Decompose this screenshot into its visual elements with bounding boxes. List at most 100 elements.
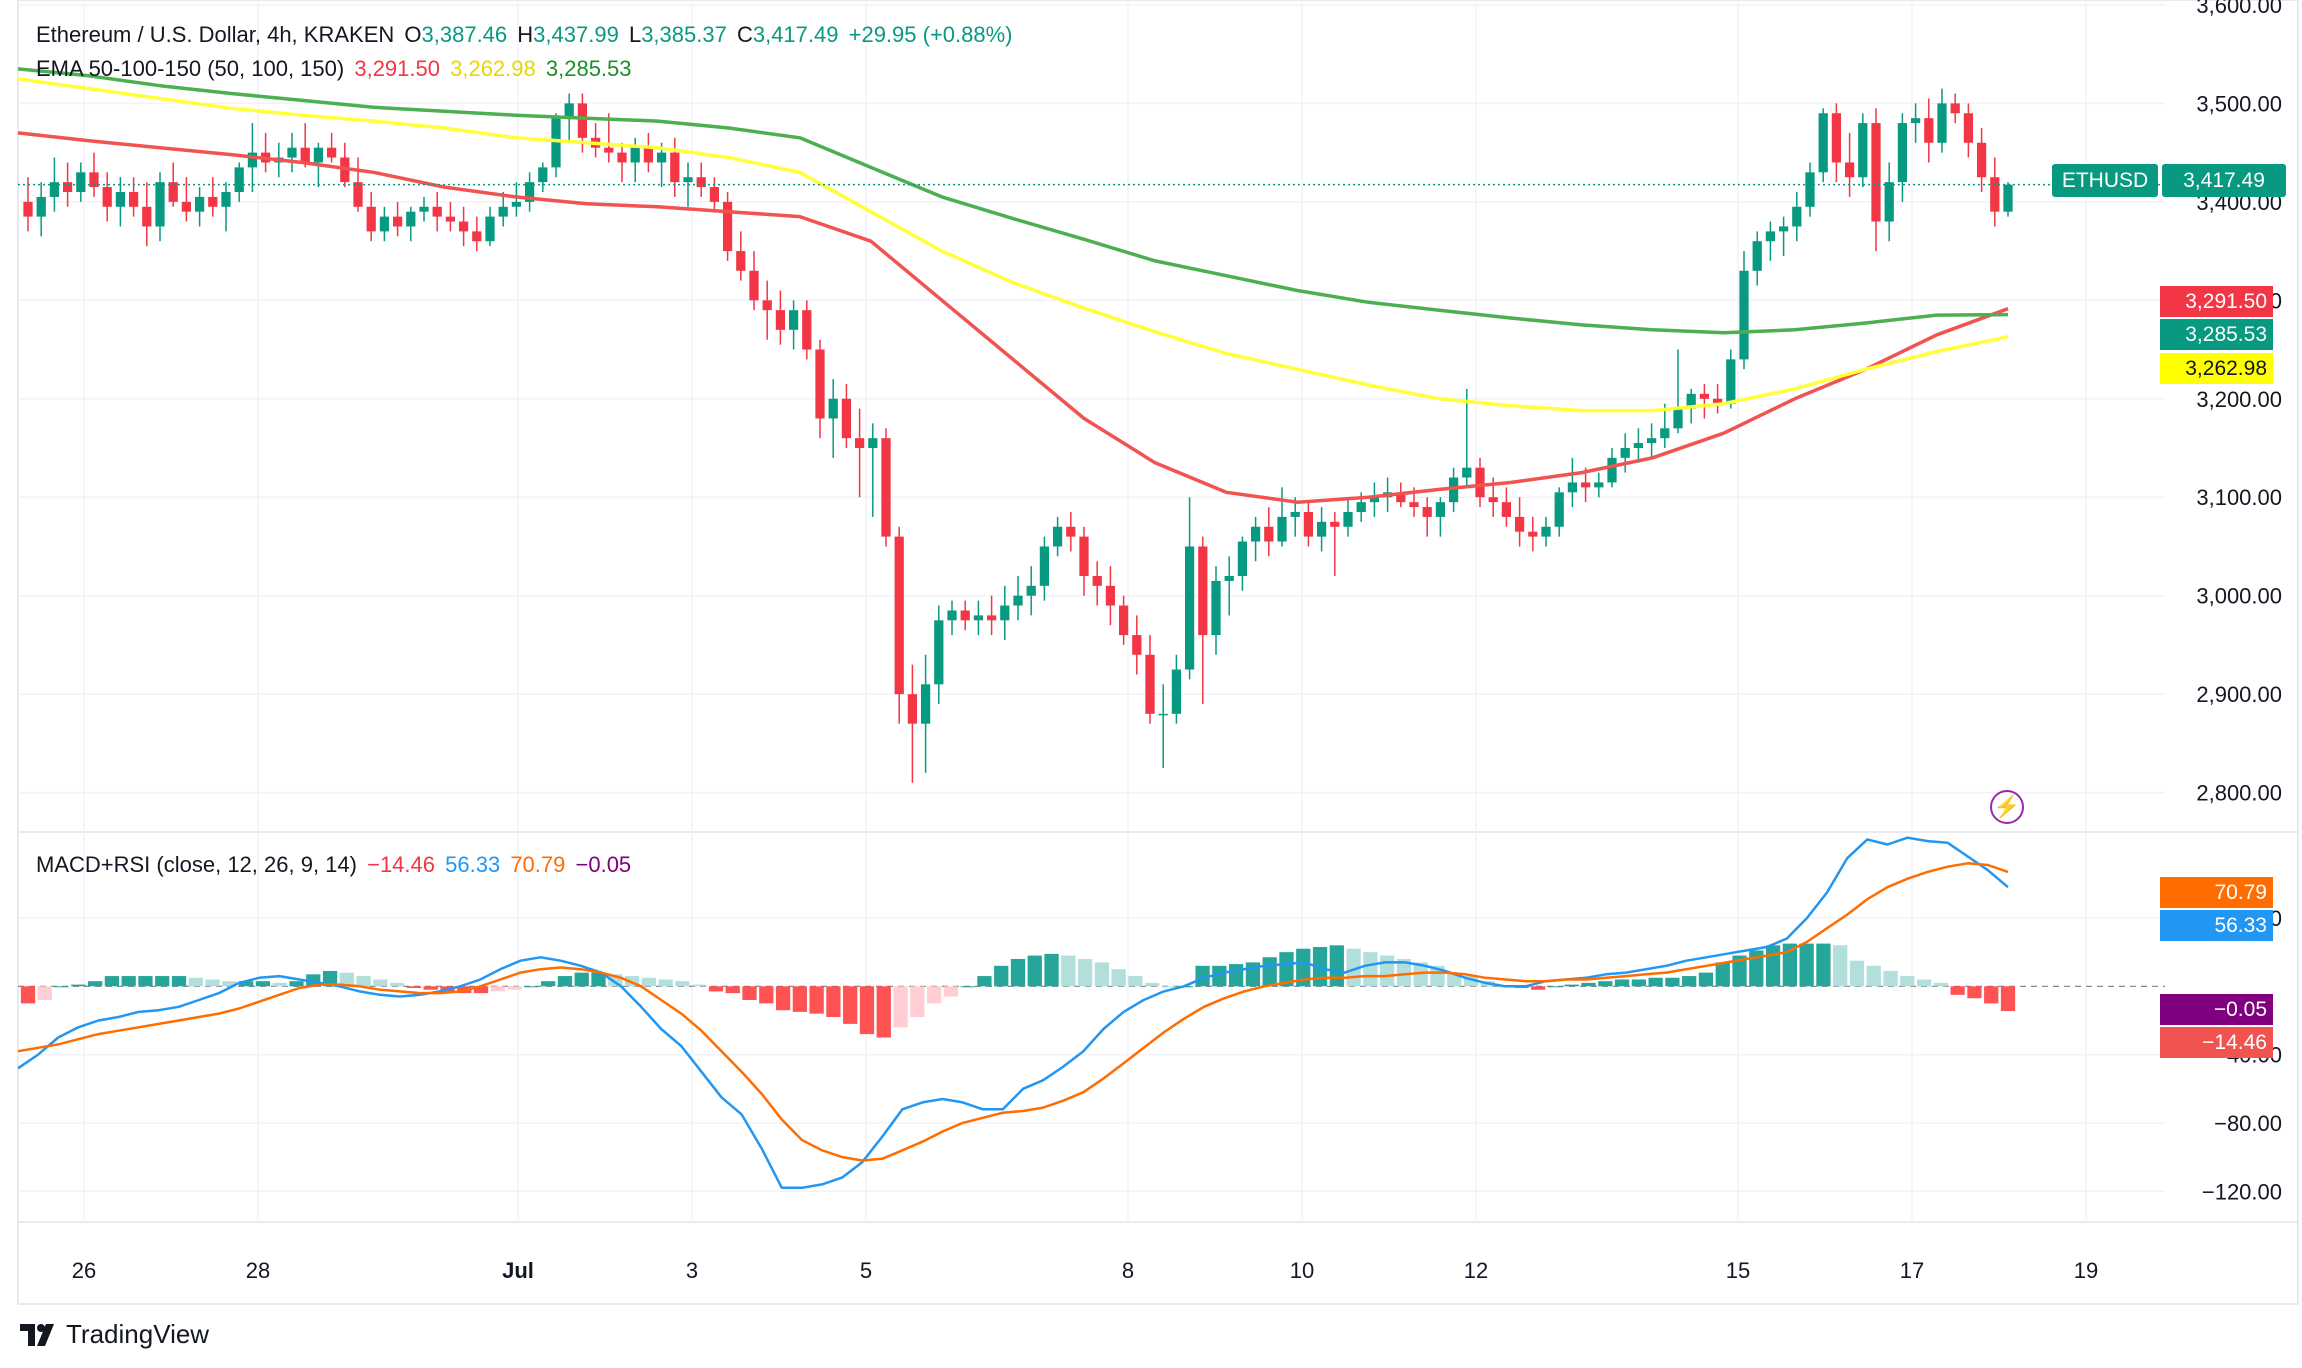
candle-body xyxy=(1066,526,1076,537)
candle-body xyxy=(1316,521,1327,537)
histogram-bar xyxy=(524,986,539,988)
candle-body xyxy=(1171,669,1182,714)
histogram-bar xyxy=(994,965,1009,987)
histogram-bar xyxy=(188,977,203,987)
candle-body xyxy=(907,694,918,724)
tradingview-logo-text: TradingView xyxy=(66,1319,210,1349)
ema-line-100 xyxy=(17,77,2009,413)
chart-frame xyxy=(17,0,2299,1305)
candle-body xyxy=(775,310,786,330)
candle-body xyxy=(1118,605,1129,636)
symbol-title: Ethereum / U.S. Dollar, 4h, KRAKEN xyxy=(36,22,395,47)
macd-legend: MACD+RSI (close, 12, 26, 9, 14) −14.46 5… xyxy=(36,852,635,878)
histogram-bar xyxy=(473,986,489,994)
histogram-bar xyxy=(608,974,623,987)
candle-body xyxy=(1330,521,1340,527)
histogram-bar xyxy=(658,979,673,987)
histogram-bar xyxy=(1329,945,1344,987)
candle-body xyxy=(366,206,376,232)
histogram-bar xyxy=(1531,986,1546,990)
candle-body xyxy=(234,167,244,192)
candle-body xyxy=(458,221,469,232)
price-tick-label: 3,100.00 xyxy=(2196,485,2282,510)
candle-body xyxy=(643,147,654,163)
candle-body xyxy=(683,177,693,183)
candle-body xyxy=(1831,113,1842,163)
symbol-tag: ETHUSD xyxy=(2052,164,2158,197)
ema100-value: 3,262.98 xyxy=(450,56,536,81)
candle-body xyxy=(1858,123,1868,178)
open-value: 3,387.46 xyxy=(421,22,508,47)
histogram-bar xyxy=(1161,986,1177,988)
candle-body xyxy=(1673,408,1683,429)
histogram-bar xyxy=(306,974,321,987)
histogram-bar xyxy=(1816,943,1831,987)
histogram-bar xyxy=(1044,953,1059,987)
histogram-bar xyxy=(171,976,187,987)
ema-title: EMA 50-100-150 (50, 100, 150) xyxy=(36,56,345,81)
rsi-blue-badge: 56.33 xyxy=(2160,910,2273,941)
candle-body xyxy=(1739,270,1749,360)
candle-body xyxy=(604,147,614,153)
candle-body xyxy=(1594,482,1604,488)
time-tick-label: 8 xyxy=(1122,1258,1134,1283)
histogram-bar xyxy=(1463,976,1479,987)
candle-body xyxy=(1145,654,1155,714)
candle-body xyxy=(841,398,852,439)
histogram-bar xyxy=(692,984,707,987)
time-tick-label: 28 xyxy=(246,1258,270,1283)
histogram-bar xyxy=(1866,965,1881,987)
candle-body xyxy=(1792,206,1802,227)
tradingview-logo[interactable]: TradingView xyxy=(20,1319,209,1350)
candle-body xyxy=(1937,103,1947,143)
candle-body xyxy=(920,684,931,724)
lightning-icon[interactable]: ⚡ xyxy=(1990,790,2024,824)
histogram-bar xyxy=(708,986,724,992)
candle-body xyxy=(1726,359,1736,404)
signal-line xyxy=(17,862,2009,1162)
candle-body xyxy=(300,147,310,163)
ema100-badge: 3,262.98 xyxy=(2160,353,2273,384)
candle-body xyxy=(1686,393,1696,409)
time-tick-label: 5 xyxy=(860,1258,872,1283)
candle-body xyxy=(1699,393,1710,399)
candle-body xyxy=(762,300,772,311)
histogram-bar xyxy=(138,976,153,987)
candle-body xyxy=(472,231,482,242)
histogram-bar xyxy=(1010,958,1026,987)
candle-body xyxy=(1026,585,1036,596)
time-tick-label: 15 xyxy=(1726,1258,1750,1283)
candle-body xyxy=(115,192,126,207)
histogram-bar xyxy=(541,981,556,987)
histogram-bar xyxy=(20,986,36,1004)
candle-body xyxy=(1000,605,1010,621)
time-tick-label: 19 xyxy=(2074,1258,2098,1283)
candle-body xyxy=(973,615,984,621)
histogram-bar xyxy=(1598,981,1613,987)
candle-body xyxy=(128,192,139,207)
candle-body xyxy=(313,147,324,163)
candle-body xyxy=(2003,184,2013,212)
histogram-bar xyxy=(121,976,136,987)
histogram-bar xyxy=(792,986,807,1012)
candle-body xyxy=(960,610,970,621)
candle-body xyxy=(1620,448,1630,458)
candle-body xyxy=(1132,635,1142,655)
open-label: O xyxy=(404,22,422,47)
last-price-badge: 3,417.49 xyxy=(2162,164,2286,197)
candle-body xyxy=(617,152,627,163)
histogram-bar xyxy=(1732,955,1747,987)
candle-body xyxy=(1778,226,1789,232)
histogram-bar xyxy=(239,981,254,987)
histogram-bar xyxy=(1648,977,1663,987)
candle-body xyxy=(1646,438,1657,444)
histogram-bar xyxy=(1229,964,1244,987)
candle-body xyxy=(881,438,891,537)
candle-body xyxy=(1250,526,1261,542)
histogram-bar xyxy=(1631,979,1646,987)
candle-body xyxy=(379,216,390,232)
candle-body xyxy=(1554,492,1564,527)
candle-body xyxy=(511,201,522,207)
histogram-bar xyxy=(809,986,824,1014)
